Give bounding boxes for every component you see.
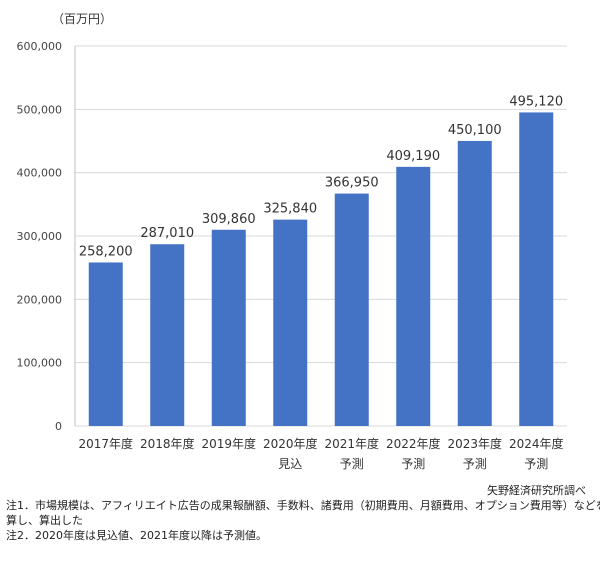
x-tick-label: 2019年度 xyxy=(201,436,256,451)
y-tick-label: 100,000 xyxy=(17,357,63,370)
x-tick-label: 2020年度 xyxy=(263,436,318,451)
x-tick-sublabel: 予測 xyxy=(463,457,487,471)
note-1-cont: 算し、算出した xyxy=(6,514,83,527)
y-tick-label: 600,000 xyxy=(17,40,63,53)
bar xyxy=(334,193,369,426)
y-tick-label: 300,000 xyxy=(17,230,63,243)
note-2: 注2．2020年度は見込値、2021年度以降は予測値。 xyxy=(6,529,267,542)
x-tick-label: 2023年度 xyxy=(447,436,502,451)
data-label: 287,010 xyxy=(140,226,194,241)
bar xyxy=(150,244,185,426)
x-tick-sublabel: 予測 xyxy=(524,457,548,471)
x-tick-label: 2021年度 xyxy=(324,436,379,451)
x-tick-label: 2018年度 xyxy=(140,436,195,451)
bar xyxy=(273,219,308,426)
x-tick-label: 2017年度 xyxy=(78,436,133,451)
bar xyxy=(457,140,492,427)
bar xyxy=(88,262,123,426)
source-label: 矢野経済研究所調べ xyxy=(487,484,586,497)
x-tick-label: 2024年度 xyxy=(509,436,564,451)
x-tick-sublabel: 予測 xyxy=(340,457,364,471)
y-tick-label: 400,000 xyxy=(17,167,63,180)
data-label: 450,100 xyxy=(448,123,502,138)
x-tick-sublabel: 見込 xyxy=(278,457,302,471)
data-label: 325,840 xyxy=(263,202,317,217)
bar xyxy=(519,112,554,426)
y-tick-label: 0 xyxy=(55,420,62,433)
data-label: 409,190 xyxy=(386,149,440,164)
x-tick-sublabel: 予測 xyxy=(401,457,425,471)
unit-label: （百万円） xyxy=(52,12,113,26)
note-1: 注1．市場規模は、アフィリエイト広告の成果報酬額、手数料、諸費用（初期費用、月額… xyxy=(6,499,600,512)
bar xyxy=(396,166,431,427)
data-label: 258,200 xyxy=(79,244,133,259)
y-tick-label: 500,000 xyxy=(17,103,63,116)
x-tick-label: 2022年度 xyxy=(386,436,441,451)
data-label: 366,950 xyxy=(325,176,379,191)
data-label: 495,120 xyxy=(509,94,563,109)
y-tick-label: 200,000 xyxy=(17,293,63,306)
data-label: 309,860 xyxy=(202,212,256,227)
bar xyxy=(211,229,246,426)
